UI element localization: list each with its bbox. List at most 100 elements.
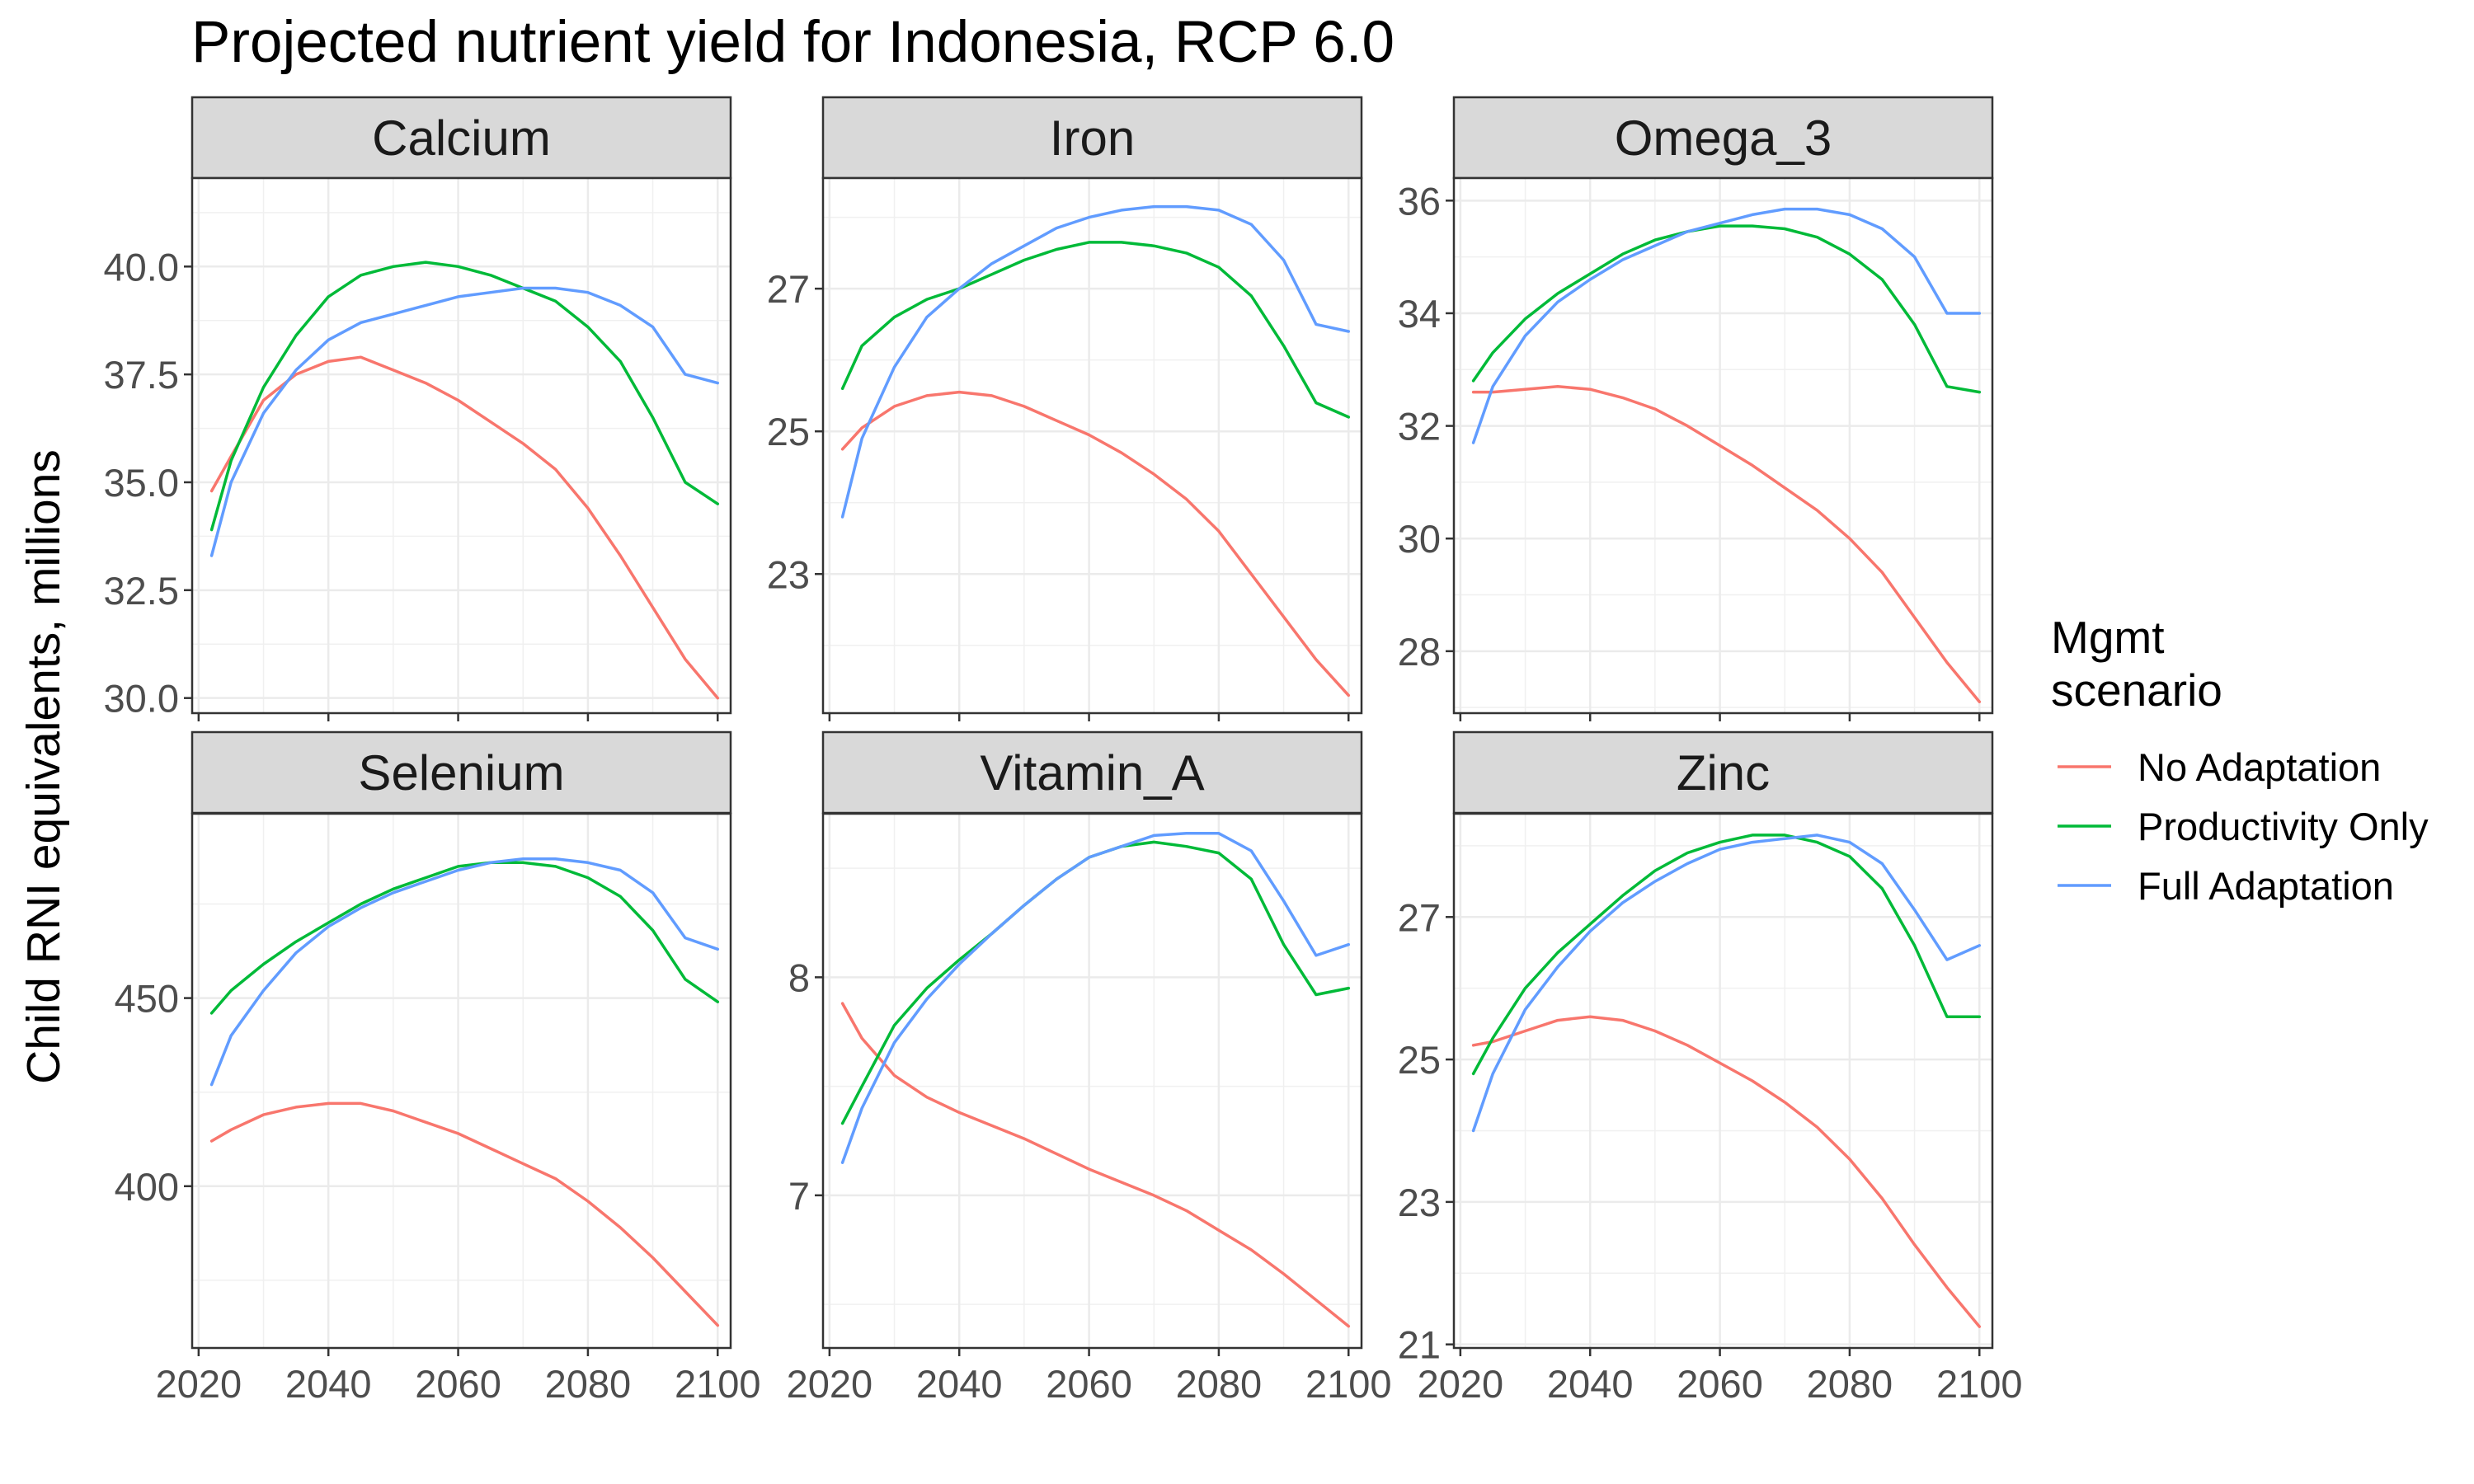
y-tick-label: 36 <box>1398 179 1441 223</box>
y-tick-label: 27 <box>1398 895 1441 939</box>
legend: Mgmt scenario No Adaptation Productivity … <box>2051 612 2429 908</box>
strip-label-vitamin-a: Vitamin_A <box>980 745 1204 801</box>
legend-items: No Adaptation Productivity Only Full Adapt… <box>2058 745 2429 908</box>
x-tick-label: 2080 <box>545 1362 632 1406</box>
y-tick-label: 450 <box>115 977 179 1021</box>
series-line-selenium-full-adaptation <box>209 857 720 1087</box>
legend-label-productivity-only: Productivity Only <box>2138 805 2429 848</box>
grid-iron <box>823 178 1362 713</box>
plot-area-omega-3 <box>1454 178 1992 713</box>
strip-label-zinc: Zinc <box>1677 745 1770 801</box>
y-tick-label: 40.0 <box>104 245 179 289</box>
strip-zinc <box>1452 730 1994 815</box>
x-tick-label: 2060 <box>415 1362 501 1406</box>
y-tick-label: 30 <box>1398 517 1441 561</box>
y-tick-label: 32.5 <box>104 569 179 613</box>
y-tick-label: 28 <box>1398 630 1441 674</box>
grid-vitamin-a <box>823 814 1362 1348</box>
grid-omega-3 <box>1454 178 1992 713</box>
plot-area-zinc <box>1454 814 1992 1348</box>
x-tick-label: 2040 <box>285 1362 372 1406</box>
strip-label-selenium: Selenium <box>358 745 564 801</box>
series-line-vitamin-a-no-adaptation <box>840 1002 1351 1328</box>
series-line-iron-full-adaptation <box>840 204 1351 519</box>
grid-zinc <box>1454 814 1992 1348</box>
legend-item-no-adaptation: No Adaptation <box>2058 745 2381 789</box>
y-tick-label: 23 <box>767 552 810 596</box>
plot-area-vitamin-a <box>823 814 1362 1348</box>
panel-zinc: Zinc 21 23 25 27 2020 2040 2060 2080 2100 <box>1398 730 2023 1406</box>
plot-area-calcium <box>192 178 731 713</box>
series-line-selenium-no-adaptation <box>209 1101 720 1327</box>
x-tick-label: 2080 <box>1807 1362 1893 1406</box>
y-tick-label: 25 <box>1398 1038 1441 1082</box>
strip-label-omega-3: Omega_3 <box>1615 110 1832 166</box>
series-line-omega-3-productivity-only <box>1471 224 1982 394</box>
legend-label-no-adaptation: No Adaptation <box>2138 745 2381 789</box>
x-tick-label: 2060 <box>1046 1362 1132 1406</box>
x-tick-label: 2040 <box>916 1362 1003 1406</box>
y-tick-label: 23 <box>1398 1181 1441 1224</box>
x-tick-label: 2100 <box>1305 1362 1392 1406</box>
y-tick-label: 25 <box>767 410 810 453</box>
x-tick-label: 2020 <box>787 1362 873 1406</box>
panel-border-vitamin-a <box>821 812 1363 1350</box>
series-line-calcium-full-adaptation <box>209 286 720 557</box>
panel-border-omega-3 <box>1452 176 1994 715</box>
chart-title: Projected nutrient yield for Indonesia, … <box>191 10 1395 75</box>
y-axis-title: Child RNI equivalents, millions <box>17 449 70 1084</box>
x-tick-label: 2020 <box>156 1362 242 1406</box>
panel-calcium: Calcium 30.0 32.5 35.0 37.5 40.0 <box>104 96 732 721</box>
strip-label-calcium: Calcium <box>372 110 551 166</box>
panel-border-selenium <box>190 812 732 1350</box>
panels-group: Calcium 30.0 32.5 35.0 37.5 40.0 Iron 23 25 27 Ome… <box>104 96 2023 1406</box>
legend-label-full-adaptation: Full Adaptation <box>2138 864 2394 908</box>
y-tick-label: 21 <box>1398 1323 1441 1367</box>
series-line-zinc-no-adaptation <box>1471 1015 1982 1328</box>
strip-calcium <box>190 96 732 180</box>
y-tick-label: 27 <box>767 267 810 311</box>
strip-label-iron: Iron <box>1050 110 1135 166</box>
plot-area-iron <box>823 178 1362 713</box>
x-tick-label: 2020 <box>1418 1362 1504 1406</box>
x-tick-label: 2040 <box>1547 1362 1634 1406</box>
series-line-vitamin-a-full-adaptation <box>840 832 1351 1164</box>
legend-title-line2: scenario <box>2051 665 2222 716</box>
series-line-calcium-productivity-only <box>209 261 720 532</box>
series-line-iron-no-adaptation <box>840 390 1351 697</box>
series-line-omega-3-full-adaptation <box>1471 207 1982 444</box>
y-tick-label: 35.0 <box>104 461 179 505</box>
y-tick-label: 30.0 <box>104 677 179 721</box>
panel-border-calcium <box>190 176 732 715</box>
x-tick-label: 2100 <box>1936 1362 2023 1406</box>
series-line-iron-productivity-only <box>840 241 1351 419</box>
legend-title-line1: Mgmt <box>2051 612 2165 663</box>
panel-iron: Iron 23 25 27 <box>767 96 1363 721</box>
series-line-selenium-productivity-only <box>209 861 720 1015</box>
panel-omega-3: Omega_3 28 30 32 34 36 <box>1398 96 1994 721</box>
plot-area-selenium <box>192 814 731 1348</box>
series-line-zinc-full-adaptation <box>1471 834 1982 1133</box>
panel-selenium: Selenium 400 450 2020 2040 2060 2080 2100 <box>115 730 761 1406</box>
panel-border-zinc <box>1452 812 1994 1350</box>
strip-selenium <box>190 730 732 815</box>
grid-selenium <box>192 814 731 1348</box>
legend-item-productivity-only: Productivity Only <box>2058 805 2429 848</box>
y-tick-label: 400 <box>115 1165 179 1209</box>
series-line-zinc-productivity-only <box>1471 834 1982 1076</box>
panel-vitamin-a: Vitamin_A 7 8 2020 2040 2060 2080 2100 <box>787 730 1392 1406</box>
y-tick-label: 32 <box>1398 405 1441 448</box>
strip-omega-3 <box>1452 96 1994 180</box>
y-tick-label: 8 <box>788 956 810 999</box>
x-tick-label: 2100 <box>675 1362 761 1406</box>
x-tick-label: 2060 <box>1677 1362 1763 1406</box>
legend-item-full-adaptation: Full Adaptation <box>2058 864 2394 908</box>
y-tick-label: 37.5 <box>104 353 179 397</box>
panel-border-iron <box>821 176 1363 715</box>
y-tick-label: 7 <box>788 1174 810 1218</box>
x-tick-label: 2080 <box>1176 1362 1263 1406</box>
y-tick-label: 34 <box>1398 292 1441 336</box>
grid-calcium <box>192 178 731 713</box>
series-line-omega-3-no-adaptation <box>1471 385 1982 704</box>
